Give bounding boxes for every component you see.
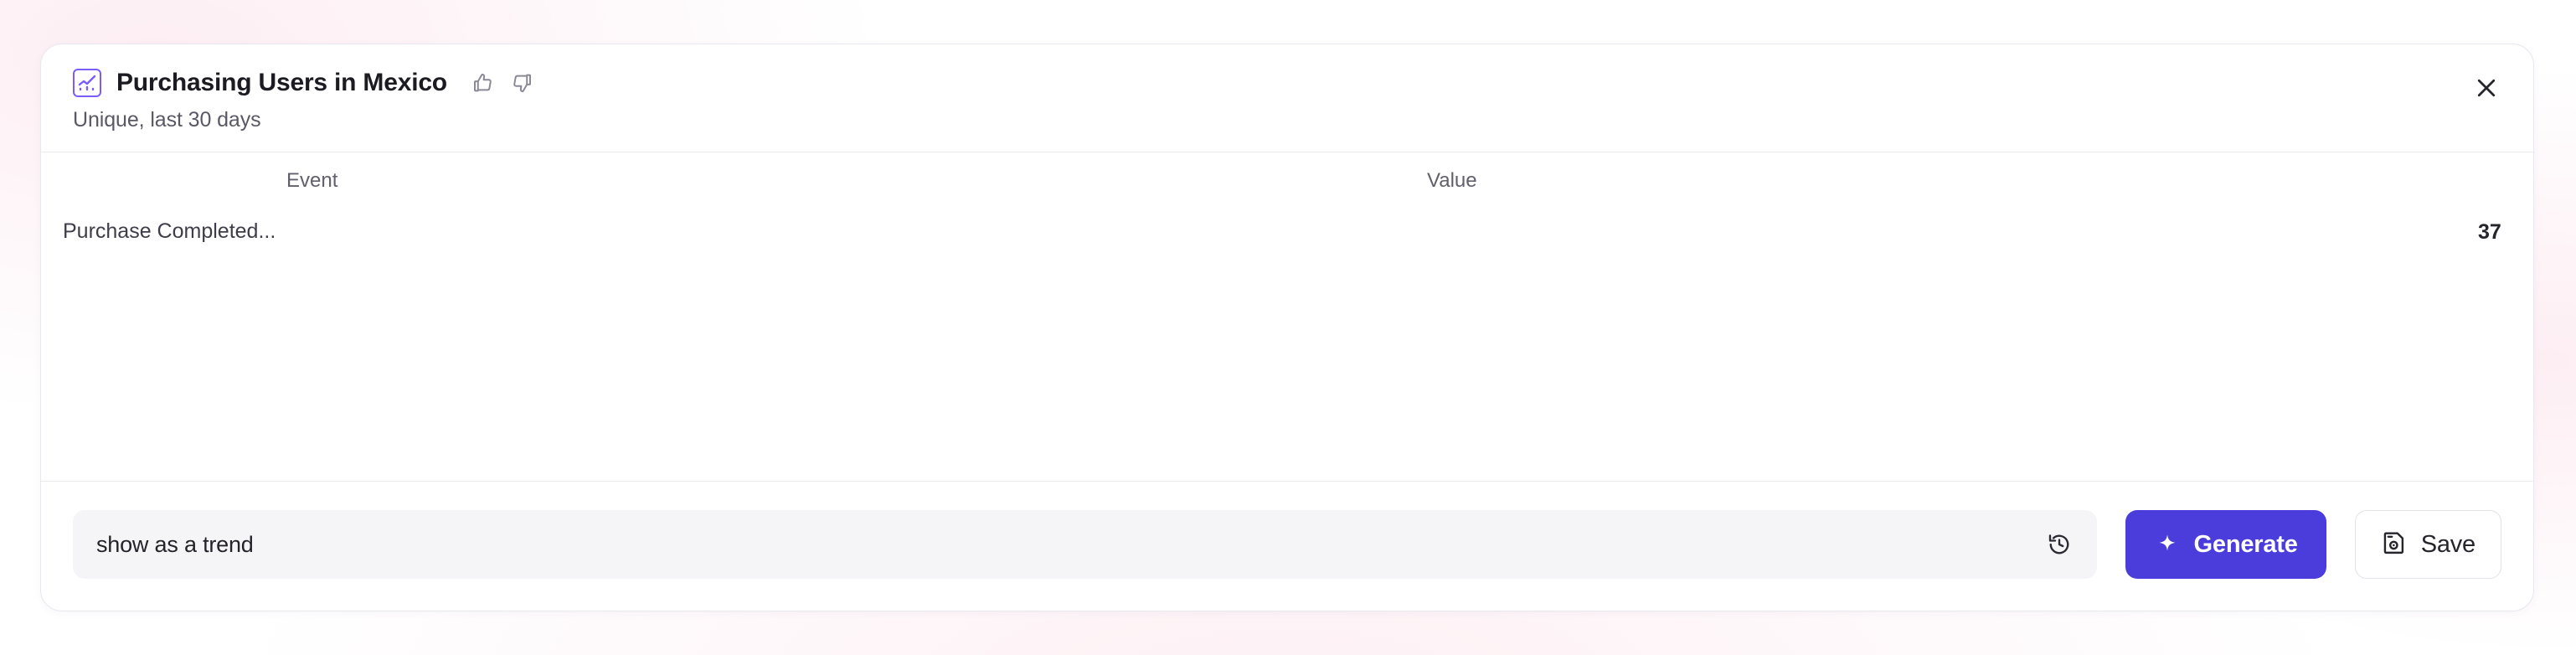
card-title-row: Purchasing Users in Mexico [73, 66, 2501, 100]
table-header-row: Event Value [41, 152, 2533, 204]
page-title: Purchasing Users in Mexico [116, 69, 447, 96]
line-chart-icon [73, 69, 101, 97]
row-value-label: 37 [2478, 220, 2501, 244]
feedback-buttons [469, 69, 536, 97]
table-row[interactable]: Purchase Completed... 37 [41, 213, 2533, 251]
row-event-label: Purchase Completed... [63, 219, 276, 243]
generate-button-label: Generate [2193, 530, 2298, 558]
card-subtitle: Unique, last 30 days [73, 108, 261, 132]
insight-card: Purchasing Users in Mexico [40, 44, 2534, 611]
card-header: Purchasing Users in Mexico [41, 44, 2533, 152]
close-icon[interactable] [2468, 70, 2505, 106]
column-header-value: Value [1427, 169, 1477, 192]
thumbs-down-icon[interactable] [507, 69, 536, 97]
prompt-bar: show as a trend Generate [41, 482, 2533, 607]
thumbs-up-icon[interactable] [469, 69, 497, 97]
column-header-event: Event [286, 169, 338, 192]
generate-button[interactable]: Generate [2125, 510, 2326, 579]
sparkle-icon [2154, 529, 2181, 560]
history-icon[interactable] [2042, 527, 2077, 562]
floppy-disk-icon [2381, 529, 2408, 560]
save-button[interactable]: Save [2354, 510, 2501, 579]
prompt-input[interactable]: show as a trend [73, 510, 2097, 579]
prompt-input-value: show as a trend [96, 531, 254, 557]
footer-divider [41, 481, 2533, 482]
bar-track [362, 219, 2386, 245]
save-button-label: Save [2420, 530, 2476, 558]
chart-table: Event Value Purchase Completed... 37 [41, 152, 2533, 481]
